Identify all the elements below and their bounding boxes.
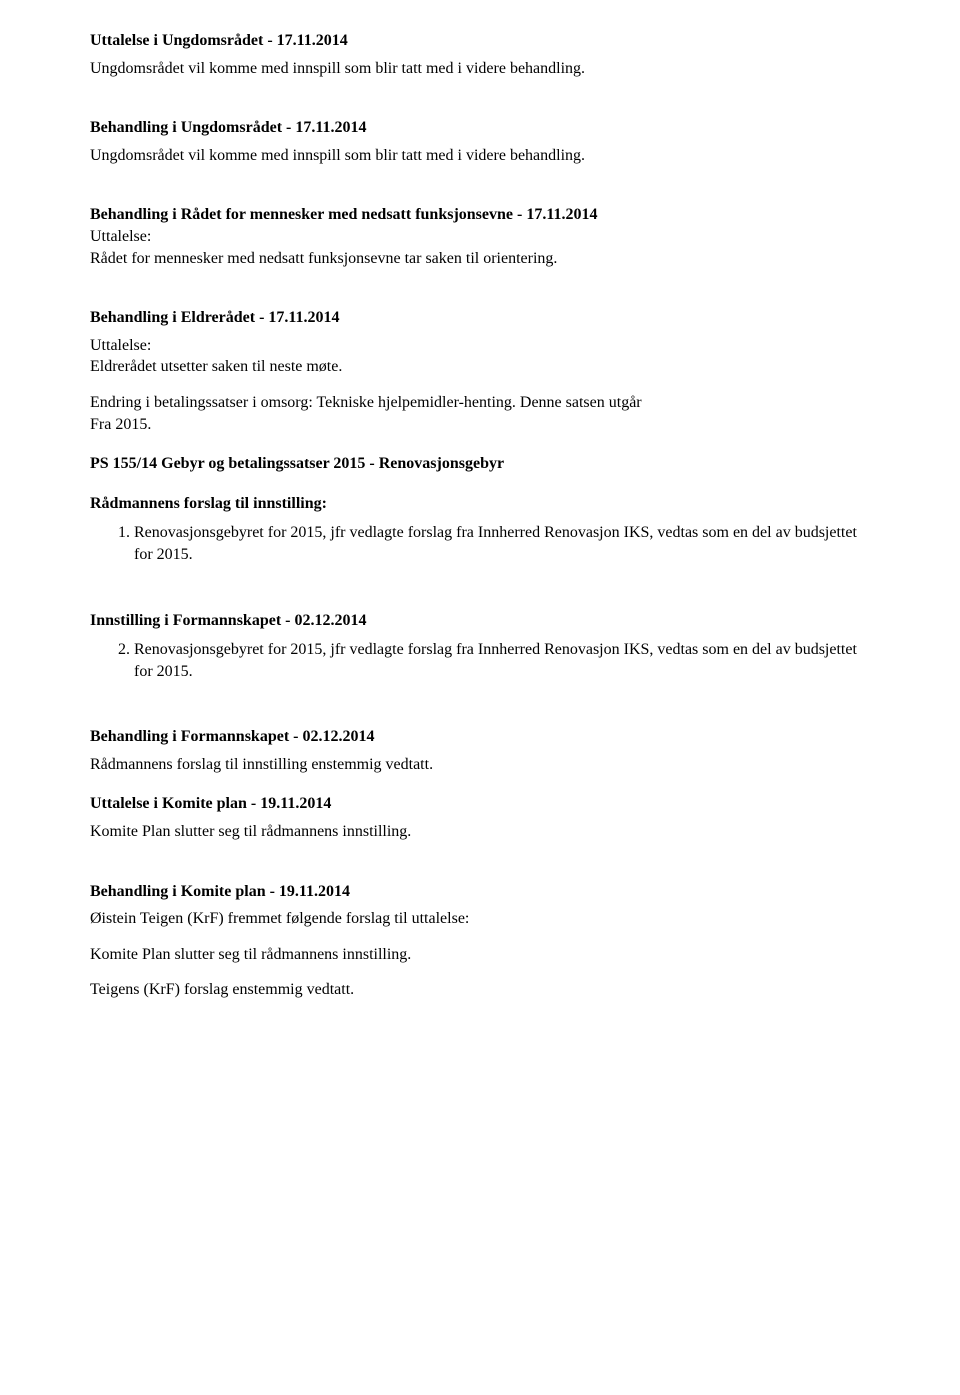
spacer	[90, 706, 870, 726]
body-text: Fra 2015.	[90, 414, 870, 436]
spacer	[90, 930, 870, 944]
body-text: Uttalelse:	[90, 335, 870, 357]
body-text: Teigens (KrF) forslag enstemmig vedtatt.	[90, 979, 870, 1001]
section-behandling-formannskapet: Behandling i Formannskapet - 02.12.2014 …	[90, 726, 870, 775]
body-text: Ungdomsrådet vil komme med innspill som …	[90, 145, 870, 167]
list-item: Renovasjonsgebyret for 2015, jfr vedlagt…	[134, 639, 870, 682]
list-item: Renovasjonsgebyret for 2015, jfr vedlagt…	[134, 522, 870, 565]
spacer	[90, 570, 870, 590]
section-behandling-eldreradet: Behandling i Eldrerådet - 17.11.2014 Utt…	[90, 307, 870, 435]
spacer	[90, 590, 870, 610]
body-text: Rådmannens forslag til innstilling enste…	[90, 754, 870, 776]
heading: Behandling i Formannskapet - 02.12.2014	[90, 726, 870, 748]
spacer	[90, 378, 870, 392]
heading: Behandling i Rådet for mennesker med ned…	[90, 204, 870, 226]
spacer	[90, 97, 870, 117]
body-text: Endring i betalingssatser i omsorg: Tekn…	[90, 392, 870, 414]
spacer	[90, 861, 870, 881]
section-behandling-komite-plan: Behandling i Komite plan - 19.11.2014 Øi…	[90, 881, 870, 1001]
subheading: Rådmannens forslag til innstilling:	[90, 493, 870, 515]
section-behandling-ungdomsradet: Behandling i Ungdomsrådet - 17.11.2014 U…	[90, 117, 870, 166]
heading: Uttalelse i Ungdomsrådet - 17.11.2014	[90, 30, 870, 52]
body-text: Øistein Teigen (KrF) fremmet følgende fo…	[90, 908, 870, 930]
spacer	[90, 965, 870, 979]
heading: PS 155/14 Gebyr og betalingssatser 2015 …	[90, 453, 870, 475]
spacer	[90, 184, 870, 204]
section-uttalelse-komite-plan: Uttalelse i Komite plan - 19.11.2014 Kom…	[90, 793, 870, 842]
subheading: Innstilling i Formannskapet - 02.12.2014	[90, 610, 870, 632]
section-ps-title: PS 155/14 Gebyr og betalingssatser 2015 …	[90, 453, 870, 475]
body-text: Komite Plan slutter seg til rådmannens i…	[90, 821, 870, 843]
section-innstilling-formannskapet: Innstilling i Formannskapet - 02.12.2014…	[90, 610, 870, 683]
heading: Behandling i Komite plan - 19.11.2014	[90, 881, 870, 903]
heading: Behandling i Eldrerådet - 17.11.2014	[90, 307, 870, 329]
body-text: Uttalelse:	[90, 226, 870, 248]
document-page: Uttalelse i Ungdomsrådet - 17.11.2014 Un…	[0, 0, 960, 1395]
spacer	[90, 686, 870, 706]
section-radmannens-forslag: Rådmannens forslag til innstilling: Reno…	[90, 493, 870, 566]
body-text: Ungdomsrådet vil komme med innspill som …	[90, 58, 870, 80]
section-uttalelse-ungdomsradet: Uttalelse i Ungdomsrådet - 17.11.2014 Un…	[90, 30, 870, 79]
body-text: Eldrerådet utsetter saken til neste møte…	[90, 356, 870, 378]
body-text: Komite Plan slutter seg til rådmannens i…	[90, 944, 870, 966]
heading: Behandling i Ungdomsrådet - 17.11.2014	[90, 117, 870, 139]
section-behandling-radet-funksjonsevne: Behandling i Rådet for mennesker med ned…	[90, 204, 870, 269]
ordered-list: Renovasjonsgebyret for 2015, jfr vedlagt…	[90, 522, 870, 565]
spacer	[90, 287, 870, 307]
ordered-list: Renovasjonsgebyret for 2015, jfr vedlagt…	[90, 639, 870, 682]
heading: Uttalelse i Komite plan - 19.11.2014	[90, 793, 870, 815]
body-text: Rådet for mennesker med nedsatt funksjon…	[90, 248, 870, 270]
